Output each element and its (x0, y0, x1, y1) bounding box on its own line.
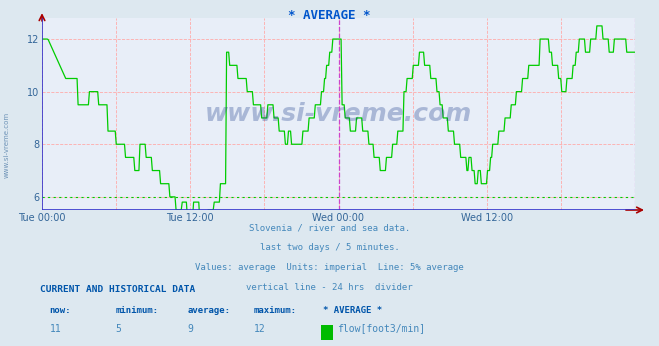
Text: * AVERAGE *: * AVERAGE * (288, 9, 371, 22)
Text: Slovenia / river and sea data.: Slovenia / river and sea data. (249, 223, 410, 232)
Text: minimum:: minimum: (115, 306, 158, 315)
Text: flow[foot3/min]: flow[foot3/min] (337, 324, 426, 334)
Text: average:: average: (188, 306, 231, 315)
Text: 5: 5 (115, 324, 121, 334)
Text: 11: 11 (49, 324, 61, 334)
Text: now:: now: (49, 306, 71, 315)
Text: maximum:: maximum: (254, 306, 297, 315)
Text: www.si-vreme.com: www.si-vreme.com (3, 112, 9, 179)
Text: 12: 12 (254, 324, 266, 334)
Text: Values: average  Units: imperial  Line: 5% average: Values: average Units: imperial Line: 5%… (195, 263, 464, 272)
Text: * AVERAGE *: * AVERAGE * (323, 306, 382, 315)
Text: vertical line - 24 hrs  divider: vertical line - 24 hrs divider (246, 283, 413, 292)
Text: www.si-vreme.com: www.si-vreme.com (205, 102, 472, 126)
Text: CURRENT AND HISTORICAL DATA: CURRENT AND HISTORICAL DATA (40, 285, 195, 294)
Text: 9: 9 (188, 324, 194, 334)
Text: last two days / 5 minutes.: last two days / 5 minutes. (260, 243, 399, 252)
